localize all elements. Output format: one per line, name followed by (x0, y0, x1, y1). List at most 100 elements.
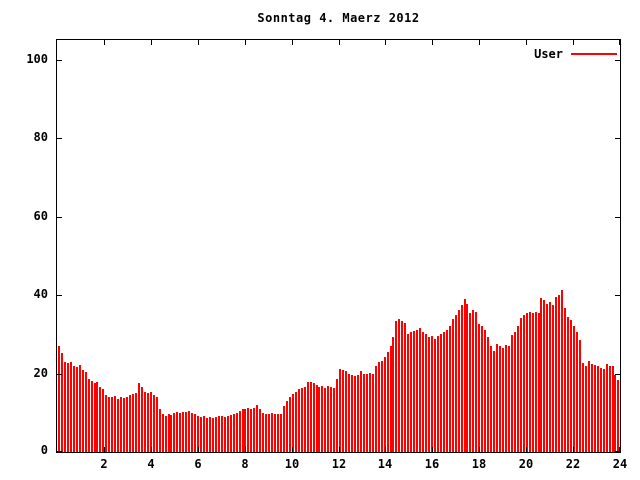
bar (369, 373, 371, 452)
bar (591, 364, 593, 452)
x-tick-mark (339, 447, 340, 452)
x-tick-mark (245, 447, 246, 452)
x-tick-mark (526, 40, 527, 45)
bar (105, 395, 107, 452)
bar (484, 330, 486, 452)
bar (520, 318, 522, 452)
y-tick-mark (57, 451, 62, 452)
x-tick-mark (432, 40, 433, 45)
bar (416, 330, 418, 452)
bar (108, 397, 110, 452)
bar (523, 315, 525, 452)
bar (573, 326, 575, 452)
x-tick-label: 2 (100, 457, 108, 471)
bar (582, 363, 584, 452)
bar (262, 413, 264, 452)
bar (321, 386, 323, 452)
bar (496, 344, 498, 452)
bar (493, 351, 495, 452)
bar (348, 374, 350, 452)
bar (188, 411, 190, 452)
bar (357, 375, 359, 452)
bar (247, 408, 249, 452)
bar (179, 413, 181, 452)
bar (268, 414, 270, 452)
y-tick-mark (57, 295, 62, 296)
bar (233, 414, 235, 452)
bar (191, 413, 193, 452)
bar (173, 413, 175, 452)
y-tick-mark (57, 217, 62, 218)
bar (597, 366, 599, 452)
bar (514, 332, 516, 452)
x-tick-label: 24 (612, 457, 628, 471)
bar (478, 324, 480, 452)
bar (579, 340, 581, 452)
bar (428, 337, 430, 452)
y-tick-mark (615, 60, 620, 61)
bar (295, 392, 297, 452)
y-tick-mark (57, 374, 62, 375)
bar (490, 346, 492, 452)
bar (277, 414, 279, 452)
bar (230, 415, 232, 452)
bar (384, 357, 386, 452)
bar (153, 395, 155, 452)
bar (102, 389, 104, 452)
bar (85, 372, 87, 452)
y-tick-mark (615, 451, 620, 452)
bar (422, 332, 424, 452)
x-tick-mark (151, 447, 152, 452)
plot-area (56, 39, 621, 453)
bar (96, 382, 98, 452)
bar (259, 409, 261, 452)
bar (159, 409, 161, 452)
y-tick-mark (615, 374, 620, 375)
bar (99, 387, 101, 452)
bar (398, 319, 400, 452)
x-tick-label: 6 (194, 457, 202, 471)
bar (250, 409, 252, 452)
y-tick-label: 0 (40, 443, 48, 457)
bar (517, 326, 519, 452)
bar (612, 366, 614, 452)
x-tick-label: 22 (565, 457, 581, 471)
bar (437, 336, 439, 452)
bar (67, 363, 69, 452)
bar (114, 396, 116, 452)
bar (443, 332, 445, 452)
bar (529, 312, 531, 452)
bar (532, 313, 534, 452)
bar (316, 385, 318, 452)
bar (123, 398, 125, 452)
chart-title: Sonntag 4. Maerz 2012 (257, 11, 420, 25)
bar (76, 367, 78, 452)
x-tick-mark (432, 447, 433, 452)
bar (129, 395, 131, 452)
bar (135, 393, 137, 452)
bar (239, 411, 241, 452)
bar (185, 412, 187, 452)
y-tick-label: 20 (33, 366, 48, 380)
bar (360, 371, 362, 452)
bar (82, 370, 84, 452)
bar (576, 332, 578, 452)
bar (280, 414, 282, 452)
x-tick-mark (198, 447, 199, 452)
bar (330, 387, 332, 452)
y-tick-mark (615, 295, 620, 296)
bar (549, 302, 551, 452)
bar (200, 417, 202, 452)
bar (449, 326, 451, 452)
bar (79, 365, 81, 452)
bar (381, 361, 383, 452)
bar (407, 334, 409, 452)
bar (585, 366, 587, 452)
x-tick-mark (104, 447, 105, 452)
bar (375, 366, 377, 452)
x-tick-mark (573, 447, 574, 452)
legend-line-sample (571, 53, 617, 55)
bar (410, 332, 412, 452)
bar (64, 362, 66, 452)
bar (475, 312, 477, 452)
